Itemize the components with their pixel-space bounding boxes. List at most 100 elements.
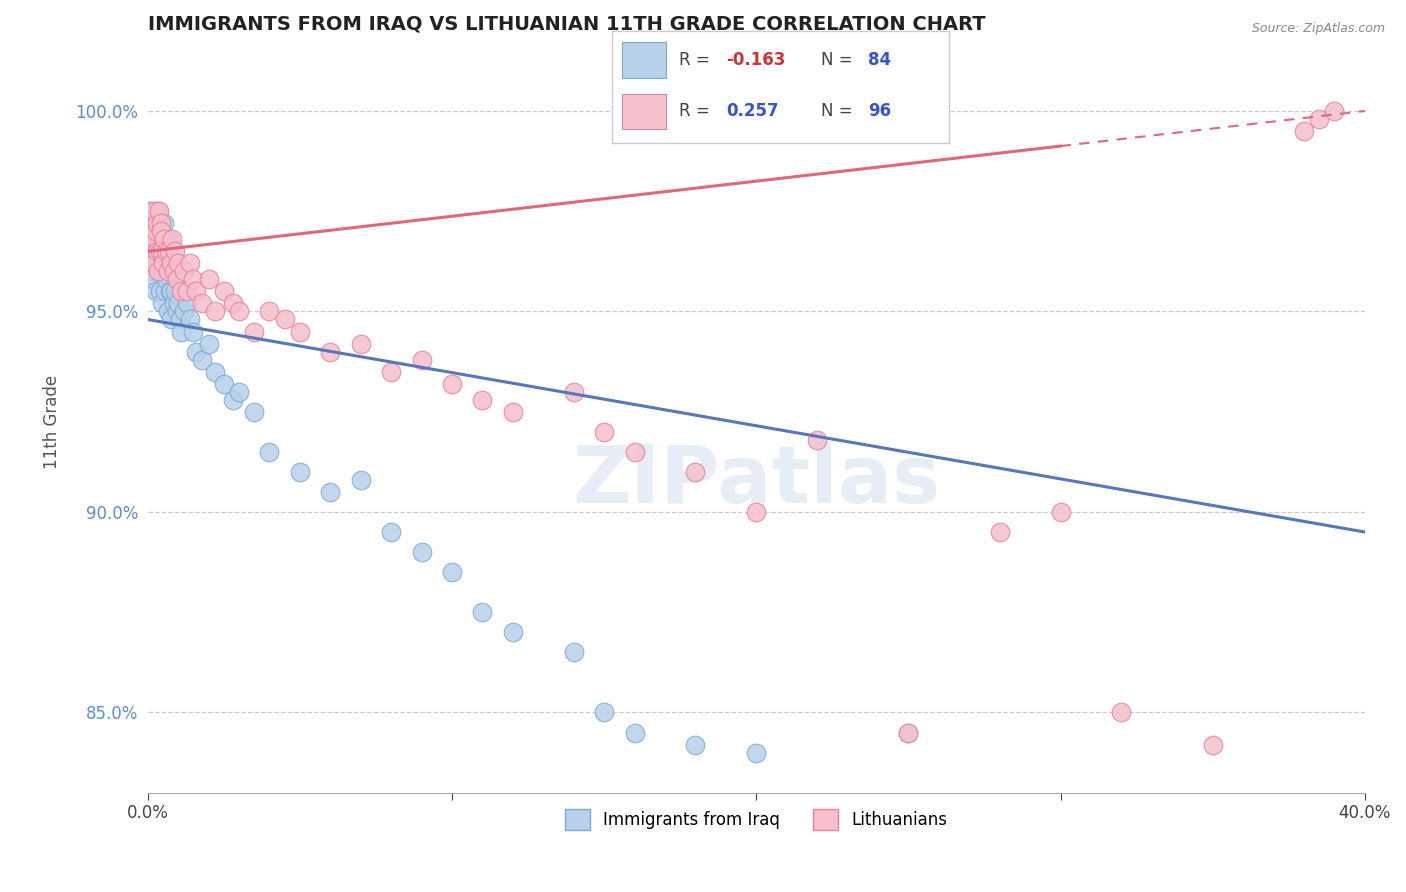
Point <box>162 296 184 310</box>
Point <box>138 216 160 230</box>
Point <box>157 232 180 246</box>
Text: Source: ZipAtlas.com: Source: ZipAtlas.com <box>1251 22 1385 36</box>
Point <box>440 376 463 391</box>
Point <box>562 645 585 659</box>
Point <box>350 336 373 351</box>
Point <box>288 325 311 339</box>
Point <box>273 312 295 326</box>
Point <box>141 264 163 278</box>
Point <box>897 725 920 739</box>
Point <box>471 392 494 407</box>
Point <box>173 304 195 318</box>
Point <box>142 244 165 259</box>
Point <box>169 312 191 326</box>
Point <box>685 738 707 752</box>
Point <box>143 204 166 219</box>
Point <box>623 725 645 739</box>
Point <box>143 232 166 246</box>
Point <box>685 465 707 479</box>
Point <box>179 256 201 270</box>
Point <box>156 264 179 278</box>
Point <box>186 344 208 359</box>
Point <box>183 325 205 339</box>
Point <box>139 224 162 238</box>
Point <box>142 256 165 270</box>
Point <box>228 384 250 399</box>
Point <box>197 272 219 286</box>
Point <box>170 285 193 299</box>
Point <box>186 285 208 299</box>
Point <box>150 244 173 259</box>
Point <box>1049 505 1071 519</box>
Point <box>143 256 166 270</box>
Point <box>176 285 198 299</box>
Text: 0.257: 0.257 <box>727 103 779 120</box>
Point <box>191 352 214 367</box>
Point <box>471 605 494 619</box>
Point <box>159 285 181 299</box>
Point <box>411 352 433 367</box>
Point <box>593 706 616 720</box>
Bar <box>621 43 665 78</box>
Point <box>183 272 205 286</box>
Point <box>166 272 188 286</box>
Point <box>160 232 183 246</box>
Point <box>745 505 768 519</box>
Point <box>139 232 162 246</box>
Point <box>146 232 169 246</box>
Point <box>380 524 402 539</box>
Point <box>155 244 177 259</box>
Point <box>150 224 173 238</box>
Point <box>138 244 160 259</box>
Point <box>155 285 177 299</box>
Point <box>146 216 169 230</box>
Point <box>212 285 235 299</box>
Point <box>148 204 170 219</box>
Point <box>228 304 250 318</box>
Point <box>243 405 266 419</box>
Point <box>146 244 169 259</box>
Text: 96: 96 <box>868 103 891 120</box>
Point <box>160 285 183 299</box>
Point <box>150 244 173 259</box>
Point <box>139 204 162 219</box>
Point <box>204 365 226 379</box>
Point <box>149 244 172 259</box>
Point <box>149 232 172 246</box>
Point <box>162 264 184 278</box>
Point <box>155 244 177 259</box>
Point <box>350 473 373 487</box>
Text: ZIPatlas: ZIPatlas <box>572 442 941 520</box>
Point <box>1111 706 1133 720</box>
Point <box>149 285 172 299</box>
Point <box>146 256 169 270</box>
Point <box>152 264 174 278</box>
Point <box>148 264 170 278</box>
Point <box>204 304 226 318</box>
Point <box>1323 103 1346 118</box>
Point <box>197 336 219 351</box>
Text: N =: N = <box>821 51 858 70</box>
Point <box>502 405 524 419</box>
Point <box>806 433 828 447</box>
Point <box>157 256 180 270</box>
Point <box>288 465 311 479</box>
Point <box>191 296 214 310</box>
Point <box>897 725 920 739</box>
Point <box>243 325 266 339</box>
Point <box>166 304 188 318</box>
Text: 84: 84 <box>868 51 891 70</box>
Point <box>1202 738 1225 752</box>
Point <box>173 264 195 278</box>
Point <box>145 224 167 238</box>
Point <box>157 244 180 259</box>
Point <box>167 296 190 310</box>
Point <box>165 285 187 299</box>
Point <box>143 224 166 238</box>
Point <box>153 216 176 230</box>
Point <box>176 296 198 310</box>
Legend: Immigrants from Iraq, Lithuanians: Immigrants from Iraq, Lithuanians <box>558 803 955 836</box>
Point <box>141 224 163 238</box>
Point <box>380 365 402 379</box>
Y-axis label: 11th Grade: 11th Grade <box>44 375 60 469</box>
